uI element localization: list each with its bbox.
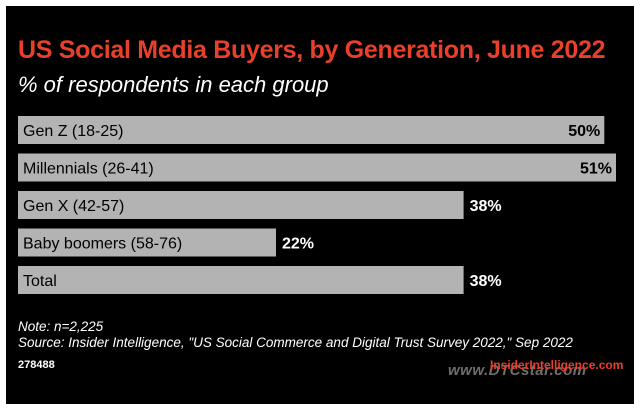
value-label-2: 38% xyxy=(470,198,502,215)
bar-1 xyxy=(18,153,616,182)
chart-id: 278488 xyxy=(18,359,55,371)
bar-3 xyxy=(18,228,276,257)
chart-frame: US Social Media Buyers, by Generation, J… xyxy=(6,6,634,404)
chart-subtitle: % of respondents in each group xyxy=(18,72,329,97)
category-label-0: Gen Z (18-25) xyxy=(23,123,123,140)
category-label-4: Total xyxy=(23,273,57,290)
watermark: www.DTCstar.com xyxy=(448,362,587,379)
chart-title: US Social Media Buyers, by Generation, J… xyxy=(18,36,606,64)
value-label-4: 38% xyxy=(470,273,502,290)
bar-2 xyxy=(18,191,464,219)
bar-4 xyxy=(18,266,464,294)
category-label-2: Gen X (42-57) xyxy=(23,198,124,215)
bar-0 xyxy=(18,116,605,144)
chart-note: Note: n=2,225 xyxy=(18,319,104,334)
chart-source: Source: Insider Intelligence, "US Social… xyxy=(18,335,573,350)
value-label-3: 22% xyxy=(282,236,314,253)
bar-chart: Gen Z (18-25) 50% Millennials (26-41) 51% Ge… xyxy=(18,116,616,294)
category-label-3: Baby boomers (58-76) xyxy=(23,236,182,253)
publisher-logo: InsiderIntelligence.com xyxy=(490,358,624,372)
value-label-1: 51% xyxy=(580,161,612,178)
value-label-0: 50% xyxy=(568,123,600,140)
category-label-1: Millennials (26-41) xyxy=(23,161,154,178)
